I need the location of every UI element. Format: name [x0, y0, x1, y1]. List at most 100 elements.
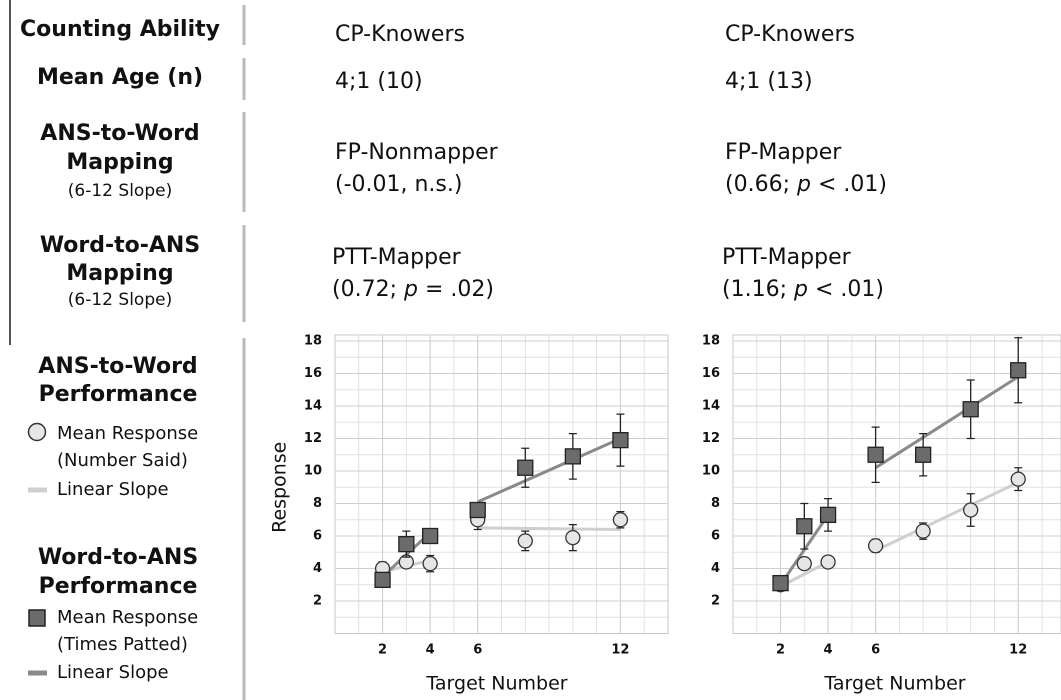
- x-tick-label: 4: [426, 643, 435, 658]
- point: [819, 506, 837, 524]
- y-tick-label: 12: [702, 431, 720, 446]
- italic-part: p: [796, 172, 811, 197]
- fit-line: [779, 514, 830, 586]
- fit-line: [477, 437, 622, 504]
- legend-title: Performance: [39, 574, 198, 599]
- point: [915, 523, 931, 539]
- text-line: CP-Knowers: [725, 22, 855, 47]
- legend-label: Linear Slope: [57, 479, 169, 500]
- chart: 2 4 6 8 10 12 14 16 18 2 4 6 12 Target Number: [702, 334, 1061, 695]
- y-tick-label: 4: [711, 561, 720, 576]
- text-line: CP-Knowers: [335, 22, 465, 47]
- y-tick-label: 6: [711, 529, 720, 544]
- point: [469, 501, 486, 519]
- text-line: FP-Mapper: [725, 140, 842, 165]
- x-tick-label: 6: [871, 643, 880, 658]
- text-part: < .01): [808, 277, 884, 302]
- y-tick-label: 8: [711, 496, 720, 511]
- y-tick-label: 8: [313, 496, 322, 511]
- y-tick-label: 12: [304, 431, 322, 446]
- point: [1010, 471, 1026, 487]
- point: [820, 554, 836, 570]
- point: [963, 502, 979, 518]
- x-tick-label: 2: [776, 643, 785, 658]
- point: [398, 535, 415, 553]
- text-part: (0.66;: [725, 172, 797, 197]
- y-tick-label: 16: [702, 366, 720, 381]
- point: [867, 446, 884, 463]
- text-line: (0.66; p < .01): [725, 172, 887, 197]
- text-line: (1.16; p < .01): [722, 277, 884, 302]
- point: [517, 533, 533, 549]
- point: [962, 401, 979, 418]
- point: [867, 538, 884, 554]
- point: [374, 571, 391, 589]
- point: [564, 448, 582, 465]
- x-tick-label: 2: [378, 643, 387, 658]
- y-tick-label: 18: [304, 334, 322, 349]
- text-part: (0.72;: [332, 277, 404, 302]
- text-line: (-0.01, n.s.): [335, 172, 462, 197]
- row-subheader: (6-12 Slope): [68, 290, 172, 310]
- point: [612, 431, 629, 449]
- legend-label: Mean Response: [57, 607, 198, 628]
- row-header: Mapping: [66, 261, 173, 286]
- fit-line: [874, 375, 1020, 470]
- legend-label: (Number Said): [57, 450, 188, 471]
- x-axis-label: Target Number: [425, 673, 567, 695]
- legend-label: Mean Response: [57, 423, 198, 444]
- row-header: Mean Age (n): [37, 65, 203, 90]
- y-tick-label: 10: [702, 464, 720, 479]
- text-line: PTT-Mapper: [722, 245, 852, 270]
- row-subheader: (6-12 Slope): [68, 181, 172, 201]
- y-tick-label: 6: [313, 529, 322, 544]
- y-tick-label: 2: [711, 594, 720, 609]
- y-tick-label: 16: [304, 366, 322, 381]
- legend-label: (Times Patted): [57, 634, 188, 655]
- text-part: = .02): [418, 277, 494, 302]
- fit-line: [874, 481, 1019, 552]
- separators: [9, 0, 246, 700]
- legend-label: Linear Slope: [57, 662, 169, 683]
- point: [421, 527, 439, 545]
- fit-line: [477, 526, 621, 531]
- legend-title: Performance: [39, 382, 198, 407]
- y-tick-label: 14: [702, 399, 720, 414]
- row-header: Mapping: [66, 150, 173, 175]
- plot-frame: [732, 334, 1061, 634]
- text-part: < .01): [811, 172, 887, 197]
- y-tick-label: 2: [313, 594, 322, 609]
- legend-title: ANS-to-Word: [38, 354, 197, 379]
- y-tick-label: 18: [702, 334, 720, 349]
- y-tick-label: 4: [313, 561, 322, 576]
- x-axis-label: Target Number: [823, 673, 965, 695]
- italic-part: p: [403, 277, 418, 302]
- point: [1010, 362, 1027, 379]
- y-tick-label: 10: [304, 464, 322, 479]
- text-line: 4;1 (10): [335, 69, 423, 94]
- point: [772, 574, 789, 592]
- plot-frame: [334, 334, 669, 634]
- point: [517, 459, 534, 476]
- y-tick-label: 14: [304, 399, 322, 414]
- point: [422, 555, 438, 572]
- y-axis-label: Response: [269, 442, 291, 533]
- text-line: FP-Nonmapper: [335, 140, 499, 165]
- row-header: ANS-to-Word: [40, 121, 199, 146]
- legend-title: Word-to-ANS: [38, 545, 198, 570]
- row-header: Word-to-ANS: [40, 233, 200, 258]
- text-line: PTT-Mapper: [332, 245, 462, 270]
- italic-part: p: [793, 277, 808, 302]
- x-tick-label: 4: [824, 643, 833, 658]
- text-part: (1.16;: [722, 277, 794, 302]
- point: [565, 529, 581, 546]
- point: [612, 512, 629, 528]
- legend-marker: [28, 609, 46, 627]
- point: [796, 518, 813, 535]
- legend-marker: [27, 422, 47, 442]
- x-tick-label: 6: [473, 643, 482, 658]
- point: [796, 555, 812, 572]
- text-line: 4;1 (13): [725, 69, 813, 94]
- row-header: Counting Ability: [20, 17, 220, 42]
